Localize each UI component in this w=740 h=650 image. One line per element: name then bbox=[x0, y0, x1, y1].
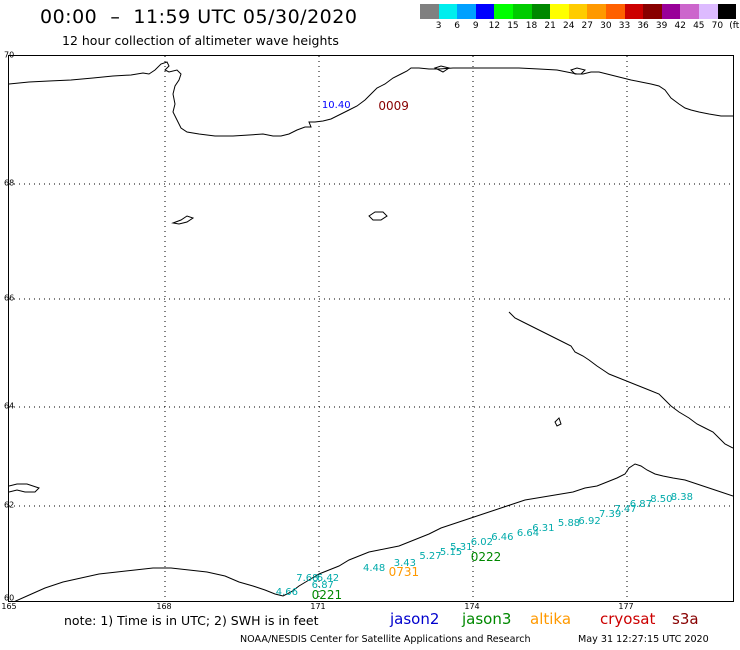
wave-height-point: 3.43 bbox=[393, 558, 417, 570]
satellite-label: jason2 bbox=[390, 610, 440, 628]
track-time-label: 0009 bbox=[378, 99, 409, 114]
wave-height-point: 6.02 bbox=[470, 537, 493, 548]
legend-swatch bbox=[605, 4, 625, 19]
legend-swatch bbox=[624, 4, 644, 19]
wave-height-point: 6.46 bbox=[491, 532, 514, 544]
legend-swatch bbox=[680, 4, 699, 19]
wave-height-point: 8.38 bbox=[670, 491, 694, 503]
wave-height-point: 8.50 bbox=[650, 494, 673, 506]
wave-height-point: 4.48 bbox=[362, 563, 386, 575]
wave-height-point: 7.47 bbox=[614, 503, 637, 515]
map-subtitle: 12 hour collection of altimeter wave hei… bbox=[62, 33, 339, 48]
legend-swatch bbox=[717, 4, 737, 19]
wave-height-point: 6.64 bbox=[516, 527, 540, 539]
satellite-label: jason3 bbox=[462, 610, 512, 628]
island-3 bbox=[433, 65, 451, 73]
footer-timestamp: May 31 12:27:15 UTC 2020 bbox=[578, 634, 709, 645]
lon-label: 171 bbox=[310, 602, 326, 611]
coastline-chukotka-east bbox=[508, 311, 733, 449]
legend-label: 24 bbox=[562, 21, 575, 31]
lat-label: 66 bbox=[4, 293, 15, 303]
wave-height-point: 10.40 bbox=[321, 100, 351, 112]
legend-swatch bbox=[643, 4, 662, 19]
legend-label: 70 bbox=[711, 21, 724, 31]
track-time-label: 0731 bbox=[388, 564, 420, 579]
legend-swatch bbox=[438, 4, 458, 19]
lon-label: 168 bbox=[156, 602, 172, 611]
wave-height-point: 7.39 bbox=[598, 508, 622, 520]
wave-height-point: 6.42 bbox=[316, 572, 340, 584]
legend-swatch bbox=[494, 4, 513, 19]
island-1 bbox=[368, 211, 388, 221]
track-time-label: 0221 bbox=[311, 588, 343, 603]
legend-swatch bbox=[512, 4, 532, 19]
legend-swatch bbox=[550, 4, 569, 19]
legend-label: 6 bbox=[454, 21, 461, 31]
legend-swatch bbox=[698, 4, 718, 19]
legend-swatch bbox=[568, 4, 588, 19]
legend-label: 33 bbox=[618, 21, 631, 31]
legend-swatch bbox=[587, 4, 606, 19]
wave-height-point: 5.31 bbox=[450, 541, 473, 553]
island-2 bbox=[171, 215, 195, 225]
lat-label: 68 bbox=[4, 178, 15, 188]
wave-height-point: 7.68 bbox=[296, 572, 319, 584]
legend-label: 42 bbox=[674, 21, 686, 31]
legend-label: 18 bbox=[525, 21, 538, 31]
satellite-label: cryosat bbox=[600, 610, 656, 628]
legend-label: 39 bbox=[655, 21, 668, 31]
legend-label: (ft) bbox=[729, 21, 740, 31]
legend-swatch bbox=[420, 4, 439, 19]
island-4 bbox=[570, 67, 586, 75]
lat-label: 60 bbox=[4, 593, 15, 603]
footer-note: note: 1) Time is in UTC; 2) SWH is in fe… bbox=[64, 613, 319, 628]
lon-label: 174 bbox=[464, 602, 480, 611]
coastline-koryak bbox=[14, 463, 733, 601]
wave-height-point: 5.27 bbox=[419, 551, 442, 563]
legend-label: 9 bbox=[472, 21, 479, 31]
legend-swatch bbox=[475, 4, 495, 19]
satellite-label: altika bbox=[530, 610, 572, 628]
legend-swatch bbox=[661, 4, 681, 19]
legend-label: 27 bbox=[581, 21, 594, 31]
wave-height-point: 6.31 bbox=[532, 522, 555, 534]
footer-credit: NOAA/NESDIS Center for Satellite Applica… bbox=[240, 634, 531, 645]
lat-label: 70 bbox=[4, 50, 15, 60]
lon-label: 177 bbox=[618, 602, 634, 611]
legend-label: 21 bbox=[544, 21, 556, 31]
wave-height-point: 4.66 bbox=[275, 586, 299, 598]
legend-swatch bbox=[531, 4, 551, 19]
wave-height-point: 5.88 bbox=[557, 518, 581, 529]
coastline-chukotka-north bbox=[9, 61, 733, 137]
lat-label: 64 bbox=[4, 401, 15, 411]
satellite-label: s3a bbox=[672, 610, 699, 628]
lat-label: 62 bbox=[4, 500, 15, 510]
legend-label: 30 bbox=[600, 21, 612, 31]
legend-label: 36 bbox=[637, 21, 649, 31]
coastline bbox=[9, 61, 733, 601]
lon-label: 165 bbox=[1, 602, 17, 611]
coastline-west-stub bbox=[9, 483, 40, 493]
map-canvas bbox=[9, 56, 733, 601]
legend-color-scale bbox=[420, 4, 737, 19]
map-title: 00:00 – 11:59 UTC 05/30/2020 bbox=[40, 6, 358, 28]
legend-label: 15 bbox=[507, 21, 519, 31]
legend-swatch bbox=[457, 4, 476, 19]
legend-label: 45 bbox=[693, 21, 705, 31]
track-time-label: 0222 bbox=[470, 550, 502, 565]
legend-label: 3 bbox=[435, 21, 442, 31]
wave-height-point: 5.15 bbox=[439, 546, 463, 558]
island-5 bbox=[554, 417, 562, 427]
graticule bbox=[9, 56, 733, 601]
legend-label: 12 bbox=[488, 21, 501, 31]
wave-height-point: 6.92 bbox=[578, 515, 601, 527]
map-panel[interactable]: 10.40 4.66 6.87 7.68 6.42 4.48 3.43 5.27 5.15 5.3… bbox=[8, 55, 734, 602]
wave-height-point: 6.87 bbox=[311, 579, 334, 591]
wave-height-point: 6.87 bbox=[629, 499, 652, 510]
